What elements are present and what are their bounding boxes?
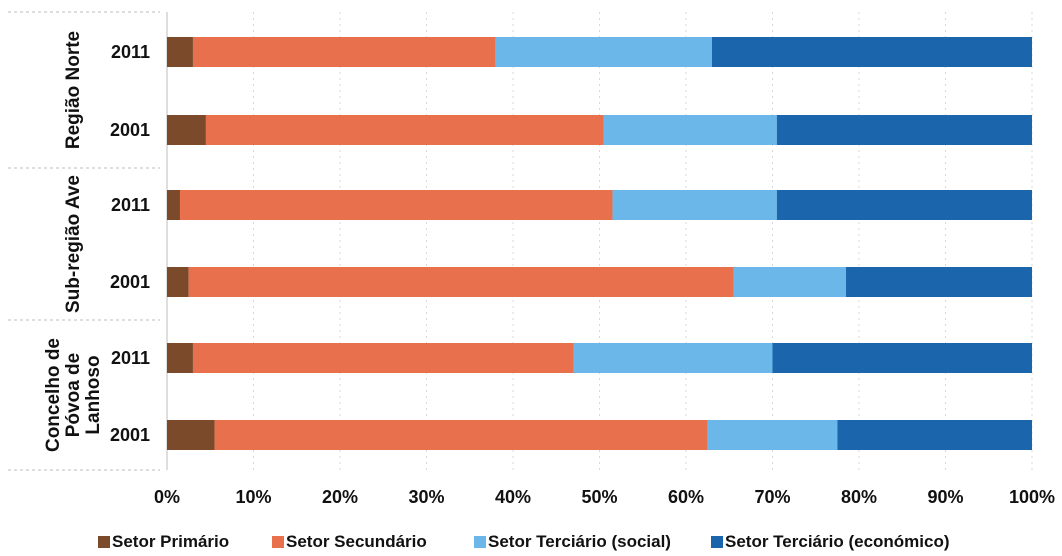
x-tick-label: 100% [1009, 487, 1055, 507]
bar-segment [214, 420, 708, 450]
group-label: Lanhoso [83, 355, 104, 434]
x-tick-label: 10% [235, 487, 271, 507]
bar-segment [707, 420, 838, 450]
category-label: 2011 [111, 195, 150, 215]
legend-swatch [711, 536, 723, 548]
x-tick-label: 70% [754, 487, 790, 507]
bar-segment [711, 37, 1032, 67]
bar-segment [167, 343, 193, 373]
legend-label: Setor Primário [112, 532, 229, 551]
x-tick-label: 90% [927, 487, 963, 507]
legend-label: Setor Secundário [286, 532, 427, 551]
category-label: 2001 [110, 425, 150, 445]
x-tick-label: 20% [322, 487, 358, 507]
bar-segment [776, 115, 1032, 145]
group-label: Sub-região Ave [63, 175, 84, 313]
legend-label: Setor Terciário (social) [488, 532, 671, 551]
bar-segment [167, 115, 206, 145]
x-tick-label: 80% [841, 487, 877, 507]
bar-segment [188, 267, 734, 297]
bar-segment [837, 420, 1032, 450]
bar-segment [167, 267, 189, 297]
bar-segment [192, 37, 496, 67]
bar-segment [167, 190, 180, 220]
bar-segment [192, 343, 574, 373]
legend-label: Setor Terciário (económico) [725, 532, 950, 551]
x-tick-label: 50% [581, 487, 617, 507]
legend-swatch [272, 536, 284, 548]
legend-swatch [474, 536, 486, 548]
bar-segment [772, 343, 1032, 373]
x-tick-label: 60% [668, 487, 704, 507]
legend-swatch [98, 536, 110, 548]
x-tick-label: 40% [495, 487, 531, 507]
group-label: Região Norte [63, 31, 84, 149]
group-label: Póvoa de [63, 353, 84, 437]
category-label: 2001 [110, 120, 150, 140]
bar-segment [846, 267, 1032, 297]
category-label: 2011 [111, 348, 150, 368]
group-label: Concelho de [43, 338, 64, 452]
x-tick-label: 30% [408, 487, 444, 507]
category-label: 2001 [110, 272, 150, 292]
bar-segment [573, 343, 773, 373]
bar-segment [495, 37, 712, 67]
bar-segment [603, 115, 777, 145]
bar-segment [167, 37, 193, 67]
category-label: 2011 [111, 42, 150, 62]
x-tick-label: 0% [154, 487, 180, 507]
bar-segment [179, 190, 613, 220]
bar-segment [205, 115, 604, 145]
bar-segment [776, 190, 1032, 220]
bar-segment [612, 190, 777, 220]
bar-segment [167, 420, 215, 450]
bar-segment [733, 267, 847, 297]
